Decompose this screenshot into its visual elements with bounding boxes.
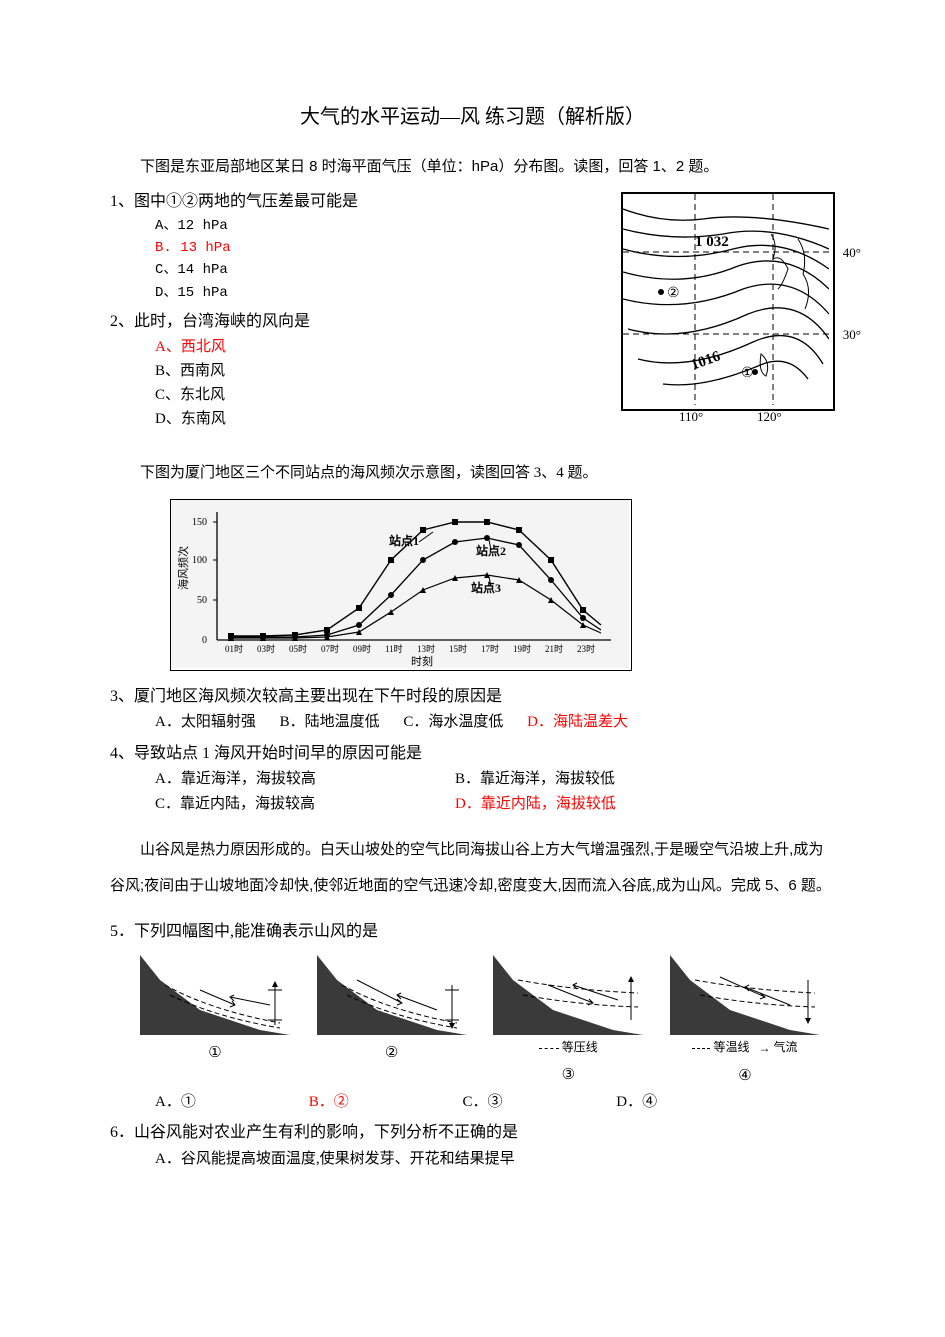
question-group-1-2: 1 032 1016 ② ① 40° 30° 110° 120° 1、图中①②两… [110,188,835,432]
legend-iso: 等压线 [562,1040,598,1054]
sea-breeze-chart-svg: 0 50 100 150 海风频次 01时 03时 05时 07时 09时 11时 1… [171,500,629,668]
q4-opt-a: A．靠近海洋，海拔较高 [155,767,455,793]
svg-text:17时: 17时 [481,643,499,654]
svg-text:站点1: 站点1 [389,533,419,548]
svg-text:100: 100 [192,555,207,566]
svg-text:海风频次: 海风频次 [176,546,190,590]
legend-isoT: 等温线 [713,1040,749,1054]
q5-options: A．① B．② C．③ D．④ [110,1090,835,1116]
intro-1: 下图是东亚局部地区某日 8 时海平面气压（单位：hPa）分布图。读图，回答 1、… [110,154,835,180]
intro-2: 下图为厦门地区三个不同站点的海风频次示意图，读图回答 3、4 题。 [110,461,835,487]
svg-text:50: 50 [197,595,207,606]
map-lat-30: 30° [843,324,861,346]
q5-stem: 5．下列四幅图中,能准确表示山风的是 [110,918,835,945]
q5-opt-d: D．④ [616,1090,766,1116]
q6-opt-a: A．谷风能提高坡面温度,使果树发芽、开花和结果提早 [155,1147,835,1171]
q3-opt-b: B．陆地温度低 [280,710,380,736]
svg-text:13时: 13时 [417,643,435,654]
q3-stem: 3、厦门地区海风频次较高主要出现在下午时段的原因是 [110,683,835,710]
map-label-1032: 1 032 [695,230,729,256]
q3-opt-c: C．海水温度低 [403,710,503,736]
map-point-2: ② [667,282,680,306]
svg-text:03时: 03时 [257,643,275,654]
map-lon-110: 110° [679,406,703,428]
svg-text:150: 150 [192,517,207,528]
svg-text:站点2: 站点2 [476,543,506,558]
paragraph-56: 山谷风是热力原因形成的。白天山坡处的空气比同海拔山谷上方大气增温强烈,于是暖空气… [110,832,835,904]
svg-text:05时: 05时 [289,643,307,654]
svg-text:11时: 11时 [385,643,403,654]
q5-opt-b: B．② [309,1090,459,1116]
sea-breeze-chart: 0 50 100 150 海风频次 01时 03时 05时 07时 09时 11时 1… [170,499,632,671]
svg-text:09时: 09时 [353,643,371,654]
svg-text:时刻: 时刻 [411,654,433,668]
page-title: 大气的水平运动—风 练习题（解析版） [110,100,835,134]
diagram-3-legend: 等压线 [493,1037,643,1057]
map-lon-120: 120° [757,406,782,428]
diagram-4: 等温线 → 气流 ④ [670,955,820,1090]
diagram-1-num: ① [140,1041,290,1067]
diagram-1: ① [140,955,290,1090]
pressure-map-svg [623,194,829,405]
diagram-2-num: ② [317,1041,467,1067]
q4-opt-d: D．靠近内陆，海拔较低 [455,792,755,818]
legend-flow: 气流 [773,1040,797,1054]
svg-text:0: 0 [202,635,207,646]
map-lat-40: 40° [843,242,861,264]
q4-opt-c: C．靠近内陆，海拔较高 [155,792,455,818]
svg-text:15时: 15时 [449,643,467,654]
q6-options: A．谷风能提高坡面温度,使果树发芽、开花和结果提早 [110,1147,835,1171]
diagram-2: ② [317,955,467,1090]
svg-text:01时: 01时 [225,643,243,654]
svg-text:19时: 19时 [513,643,531,654]
diagram-4-legend: 等温线 → 气流 [670,1037,820,1058]
q4-stem: 4、导致站点 1 海风开始时间早的原因可能是 [110,740,835,767]
q5-opt-c: C．③ [463,1090,613,1116]
svg-text:21时: 21时 [545,643,563,654]
q4-opt-b: B．靠近海洋，海拔较低 [455,767,755,793]
svg-text:23时: 23时 [577,643,595,654]
map-point-1: ① [741,362,754,386]
page: 大气的水平运动—风 练习题（解析版） 下图是东亚局部地区某日 8 时海平面气压（… [0,0,945,1211]
svg-text:07时: 07时 [321,643,339,654]
q4-options: A．靠近海洋，海拔较高 B．靠近海洋，海拔较低 C．靠近内陆，海拔较高 D．靠近… [110,767,835,818]
svg-text:站点3: 站点3 [471,580,501,595]
diagram-3-num: ③ [493,1063,643,1089]
q5-opt-a: A．① [155,1090,305,1116]
diagram-4-num: ④ [670,1064,820,1090]
q5-diagrams: ① ② [140,955,820,1090]
q3-opt-a: A．太阳辐射强 [155,710,256,736]
diagram-3: 等压线 ③ [493,955,643,1090]
q3-options: A．太阳辐射强 B．陆地温度低 C．海水温度低 D．海陆温差大 [110,710,835,736]
q6-stem: 6．山谷风能对农业产生有利的影响，下列分析不正确的是 [110,1119,835,1146]
pressure-map: 1 032 1016 ② ① 40° 30° 110° 120° [621,192,835,411]
q3-opt-d: D．海陆温差大 [527,710,628,736]
